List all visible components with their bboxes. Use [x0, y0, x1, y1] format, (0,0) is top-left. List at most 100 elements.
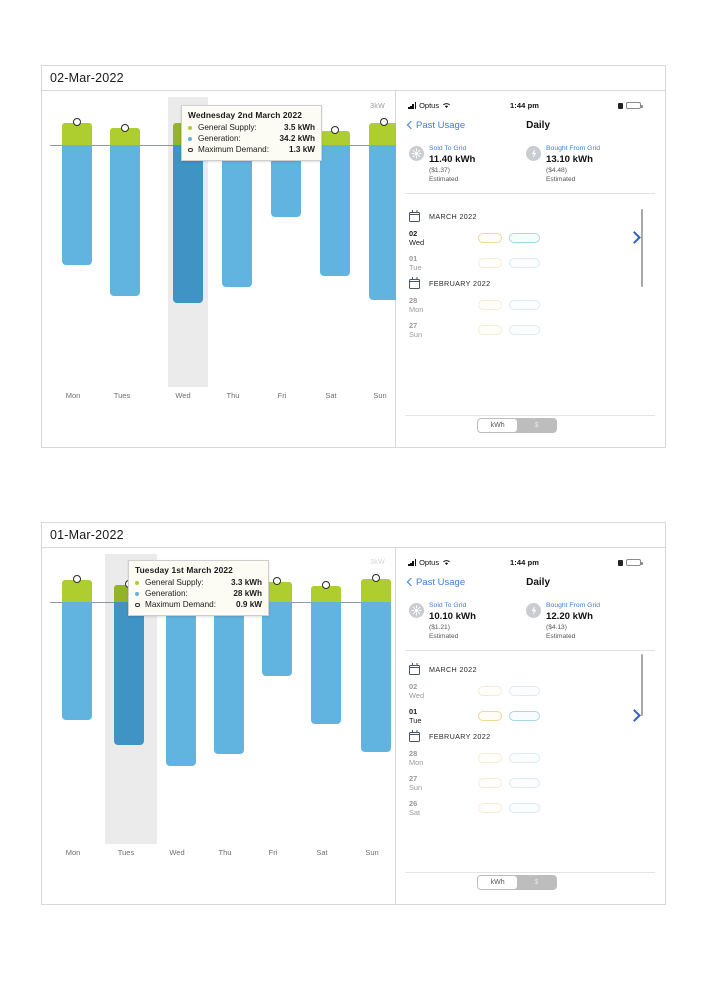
bar-mon-max-demand-marker: [73, 118, 81, 126]
chevron-right-icon[interactable]: [628, 231, 641, 244]
summary-cost: ($1.21): [429, 624, 450, 631]
back-button[interactable]: Past Usage: [405, 120, 465, 131]
tooltip-title: Wednesday 2nd March 2022: [188, 110, 302, 120]
report-panel-2: 01-Mar-2022 3kW: [41, 522, 666, 905]
summary-bought-from-grid[interactable]: Bought From Grid 12.20 kWh ($4.13) Estim…: [526, 601, 643, 641]
bolt-icon: [526, 603, 541, 618]
date-cell: 27 Sun: [409, 321, 437, 339]
bar-sun-generation: [361, 602, 391, 752]
list-scrollbar[interactable]: [641, 654, 643, 716]
pill-sold: [478, 324, 502, 335]
bar-sat-generation: [311, 602, 341, 724]
summary-cost: ($4.13): [546, 624, 567, 631]
list-item[interactable]: 01 Tue: [409, 250, 655, 275]
battery-small-icon: [618, 102, 623, 109]
unit-toggle[interactable]: kWh $: [477, 875, 557, 890]
pill-bought: [509, 257, 540, 268]
x-label-tues: Tues: [113, 391, 131, 400]
month-header-march: MARCH 2022: [409, 208, 655, 225]
bar-mon-general-supply: [62, 123, 92, 145]
bar-sat-general-supply: [311, 586, 341, 602]
x-label-fri: Fri: [268, 848, 278, 857]
date-cell: 01 Tue: [409, 707, 437, 725]
tooltip-label: Maximum Demand:: [198, 145, 269, 154]
date-cell: 02 Wed: [409, 682, 437, 700]
date-cell: 01 Tue: [409, 254, 437, 272]
summary-row: Sold To Grid 11.40 kWh ($1.37) Estimated: [405, 144, 655, 184]
phone-screenshot-1: Optus 1:44 pm Past Usage: [405, 99, 655, 439]
date-day: 28: [409, 295, 418, 305]
summary-label: Bought From Grid: [546, 602, 601, 609]
summary-value: 12.20 kWh: [546, 611, 593, 622]
bar-tues-generation: [114, 602, 144, 745]
list-item[interactable]: 01 Tue: [409, 703, 655, 728]
blue-dot-icon: [135, 588, 145, 599]
pill-sold: [478, 777, 502, 788]
usage-pills: [478, 752, 540, 763]
list-item[interactable]: 02 Wed: [409, 225, 655, 250]
pill-sold: [478, 299, 502, 310]
summary-row: Sold To Grid 10.10 kWh ($1.21) Estimated: [405, 601, 655, 641]
signal-icon: [408, 102, 417, 109]
unit-toggle[interactable]: kWh $: [477, 418, 557, 433]
chart-tooltip-2: Tuesday 1st March 2022 General Supply: 3…: [128, 560, 269, 616]
pill-bought: [509, 710, 540, 721]
summary-sold-to-grid[interactable]: Sold To Grid 11.40 kWh ($1.37) Estimated: [409, 144, 526, 184]
bar-sat-max-demand-marker: [322, 581, 330, 589]
usage-pills: [478, 777, 540, 788]
x-label-wed: Wed: [175, 391, 191, 400]
x-label-wed: Wed: [169, 848, 185, 857]
summary-note: Estimated: [546, 176, 576, 183]
phone-screenshot-2: Optus 1:44 pm Past Usage: [405, 556, 655, 896]
pill-bought: [509, 802, 540, 813]
tooltip-label: Generation:: [145, 589, 188, 598]
list-item[interactable]: 28 Mon: [409, 745, 655, 770]
plot-area-1: 3kW: [50, 97, 399, 387]
bar-sat-generation: [320, 145, 350, 276]
page-title: 02-Mar-2022: [50, 71, 124, 85]
date-day: 01: [409, 706, 418, 716]
list-scrollbar[interactable]: [641, 209, 643, 287]
pill-sold: [478, 257, 502, 268]
month-header-february: FEBRUARY 2022: [409, 728, 655, 745]
usage-date-list: MARCH 2022 02 Wed: [405, 661, 655, 820]
bar-thu-generation: [222, 145, 252, 287]
date-cell: 27 Sun: [409, 774, 437, 792]
list-item[interactable]: 27 Sun: [409, 770, 655, 795]
unit-toggle-kwh[interactable]: kWh: [478, 876, 517, 889]
chevron-right-icon[interactable]: [628, 709, 641, 722]
unit-toggle-kwh[interactable]: kWh: [478, 419, 517, 432]
bottom-divider: [405, 415, 655, 416]
signal-icon: [408, 559, 417, 566]
unit-toggle-dollar[interactable]: $: [534, 879, 539, 886]
tooltip-value: 1.3 kW: [289, 145, 315, 154]
back-button[interactable]: Past Usage: [405, 577, 465, 588]
summary-cost: ($1.37): [429, 167, 450, 174]
date-cell: 28 Mon: [409, 749, 437, 767]
summary-label: Bought From Grid: [546, 145, 601, 152]
wifi-icon: [443, 103, 451, 108]
tooltip-label: General Supply:: [198, 123, 257, 132]
plot-area-2: 3kW: [50, 554, 391, 844]
green-dot-icon: [135, 577, 145, 588]
date-day: 28: [409, 748, 418, 758]
tooltip-title: Tuesday 1st March 2022: [135, 565, 233, 575]
unit-toggle-dollar[interactable]: $: [534, 422, 539, 429]
nav-title: Daily: [526, 119, 551, 131]
list-item[interactable]: 26 Sat: [409, 795, 655, 820]
list-item[interactable]: 27 Sun: [409, 317, 655, 342]
usage-pills: [478, 299, 540, 310]
axis-label-3kw: 3kW: [370, 103, 385, 110]
clock-label: 1:44 pm: [509, 101, 540, 110]
bar-mon-general-supply: [62, 580, 92, 602]
summary-bought-from-grid[interactable]: Bought From Grid 13.10 kWh ($4.48) Estim…: [526, 144, 643, 184]
list-item[interactable]: 28 Mon: [409, 292, 655, 317]
list-item[interactable]: 02 Wed: [409, 678, 655, 703]
date-cell: 26 Sat: [409, 799, 437, 817]
x-label-mon: Mon: [65, 848, 81, 857]
bar-fri-max-demand-marker: [273, 577, 281, 585]
calendar-icon: [409, 663, 420, 675]
summary-sold-to-grid[interactable]: Sold To Grid 10.10 kWh ($1.21) Estimated: [409, 601, 526, 641]
bar-tues-generation: [110, 145, 140, 296]
